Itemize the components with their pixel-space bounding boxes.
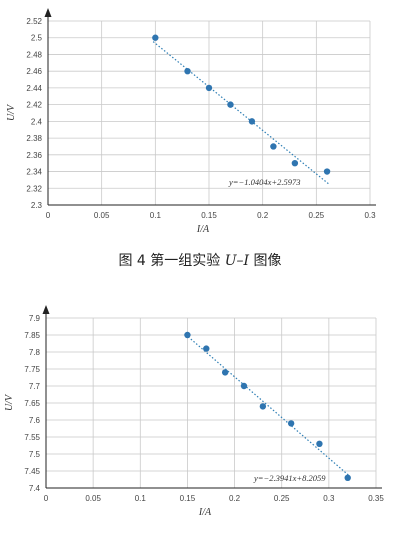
caption-suffix: 图像	[249, 253, 282, 269]
chart-2-y-tick-label: 7.5	[29, 450, 41, 459]
chart-2-trendline	[185, 334, 350, 477]
chart-1-y-tick-label: 2.44	[26, 84, 42, 93]
chart-2-x-tick-label: 0.1	[135, 494, 147, 503]
chart-2-y-tick-label: 7.45	[24, 467, 40, 476]
chart-2-data-point	[221, 369, 229, 376]
chart-2-x-tick-label: 0.05	[85, 494, 101, 503]
caption-variable: U–I	[224, 253, 250, 269]
chart-1-y-tick-label: 2.34	[26, 168, 42, 177]
chart-1-data-point	[152, 34, 159, 41]
chart-1-y-tick-label: 2.32	[26, 184, 42, 193]
chart-1-x-tick-label: 0.05	[94, 211, 110, 220]
chart-1-data-point	[248, 118, 256, 125]
chart-1-data-point	[205, 84, 213, 92]
chart-1-data-point	[270, 143, 277, 150]
chart-2-y-tick-label: 7.6	[29, 416, 41, 425]
chart-1-x-tick-label: 0.2	[257, 211, 269, 220]
chart-1: 0 0.05 0.1 0.15 0.2 0.25 0.3 2.3 2.32 2.34 2.36 2.3…	[0, 0, 400, 238]
chart-2-x-tick-label: 0.35	[368, 494, 384, 503]
chart-2-data-point	[184, 331, 191, 339]
chart-2-y-axis-label: U/V	[4, 393, 15, 411]
chart-2-y-tick-label: 7.55	[24, 433, 40, 442]
chart-1-data-point	[184, 67, 191, 75]
chart-1-x-tick-label: 0.1	[150, 211, 162, 220]
chart-2-svg: 0 0.05 0.1 0.15 0.2 0.25 0.3 0.35 7.4 7.45 7.5 7.55…	[4, 305, 384, 518]
chart-2-y-tick-label: 7.85	[24, 331, 40, 340]
chart-1-y-tick-label: 2.3	[31, 201, 43, 210]
chart-2-data-point	[240, 382, 248, 390]
chart-1-y-tick-label: 2.36	[26, 151, 42, 160]
chart-1-data-point	[291, 159, 299, 167]
chart-1-svg: 0 0.05 0.1 0.15 0.2 0.25 0.3 2.3 2.32 2.34 2.36 2.3…	[6, 8, 376, 235]
chart-1-y-axis-arrow	[44, 8, 52, 17]
chart-1-x-tick-label: 0.25	[309, 211, 325, 220]
chart-1-y-tick-label: 2.46	[26, 67, 42, 76]
chart-2-data-point	[344, 474, 351, 481]
chart-2-x-tick-label: 0.15	[180, 494, 196, 503]
chart-1-y-tick-label: 2.38	[26, 134, 42, 143]
chart-2-y-tick-label: 7.7	[29, 382, 41, 391]
chart-2-y-tick-label: 7.9	[29, 314, 41, 323]
chart-2: 0 0.05 0.1 0.15 0.2 0.25 0.3 0.35 7.4 7.45 7.5 7.55…	[0, 282, 400, 556]
chart-1-x-tick-label: 0.15	[201, 211, 217, 220]
chart-2-x-axis-label: I/A	[198, 507, 212, 518]
chart-2-x-tick-label: 0.3	[323, 494, 335, 503]
chart-1-y-tick-label: 2.4	[31, 117, 43, 126]
chart-1-x-axis-label: I/A	[196, 224, 210, 235]
chart-2-trendline-equation: y=−2.3941x+8.2059	[253, 473, 326, 483]
chart-2-y-tick-label: 7.8	[29, 348, 41, 357]
chart-2-y-tick-label: 7.65	[24, 399, 40, 408]
chart-1-data-point	[323, 168, 331, 175]
chart-2-x-tick-label: 0	[44, 494, 49, 503]
chart-1-y-tick-label: 2.48	[26, 50, 42, 59]
chart-2-y-axis-arrow	[42, 305, 50, 314]
chart-1-y-tick-label: 2.5	[31, 34, 43, 43]
chart-2-data-point	[287, 420, 295, 427]
figure-caption: 图 4 第一组实验 U–I 图像	[0, 250, 400, 270]
caption-label: 图 4 第一组实验	[118, 253, 225, 269]
chart-2-data-point	[259, 403, 267, 410]
chart-1-data-point	[227, 101, 234, 108]
chart-2-data-point	[203, 345, 210, 352]
chart-2-x-tick-label: 0.2	[229, 494, 241, 503]
chart-1-x-tick-label: 0	[46, 211, 51, 220]
chart-2-y-tick-label: 7.4	[29, 484, 41, 493]
chart-1-x-tick-label: 0.3	[364, 211, 376, 220]
chart-2-x-tick-label: 0.25	[274, 494, 290, 503]
chart-1-y-tick-label: 2.52	[26, 17, 42, 26]
chart-1-y-tick-label: 2.42	[26, 101, 42, 110]
chart-1-trendline	[152, 41, 330, 185]
chart-2-data-point	[316, 440, 323, 447]
chart-2-y-tick-label: 7.75	[24, 365, 40, 374]
chart-1-y-axis-label: U/V	[6, 103, 17, 121]
chart-1-trendline-equation: y=−1.0404x+2.5973	[228, 177, 301, 187]
